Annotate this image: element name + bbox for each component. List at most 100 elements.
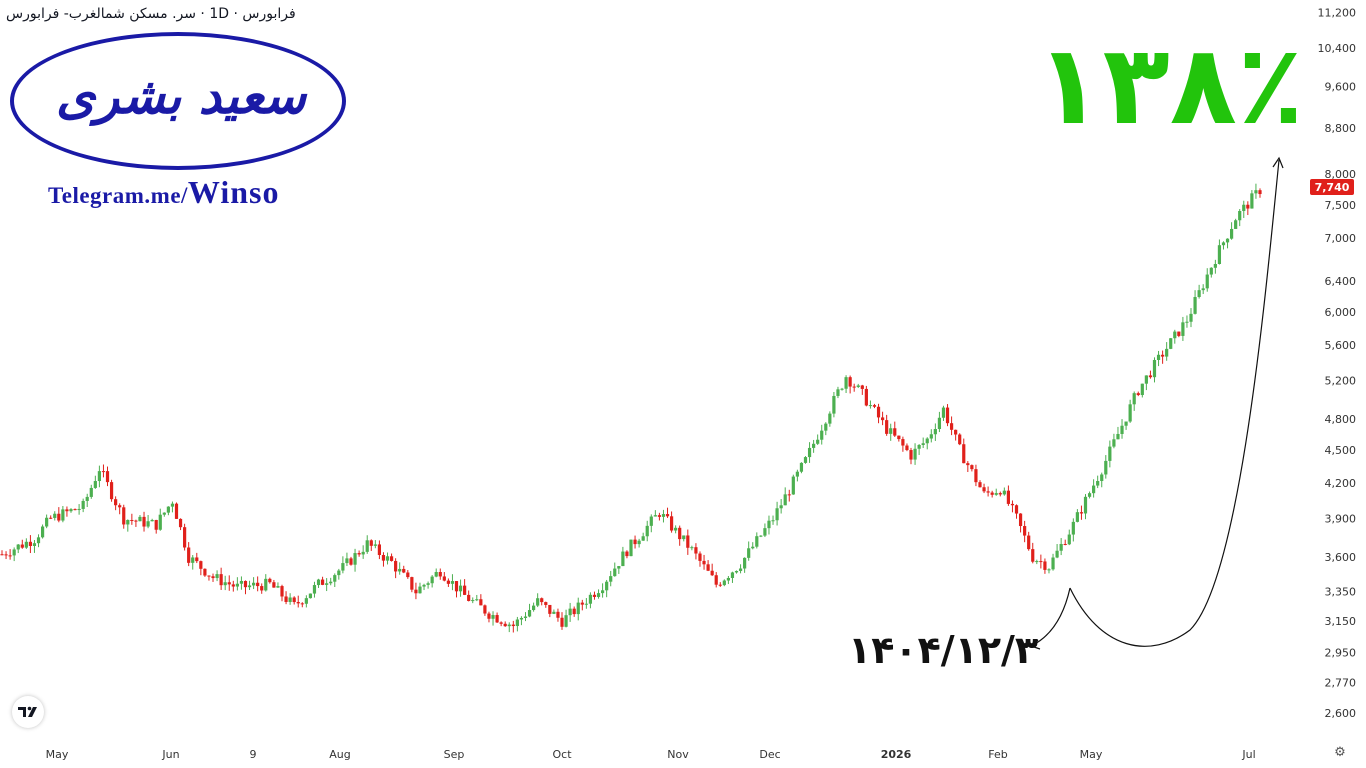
candle-body bbox=[791, 476, 795, 495]
candle-body bbox=[1002, 490, 1006, 495]
candle-body bbox=[941, 407, 946, 418]
candle-body bbox=[937, 417, 942, 430]
candle-body bbox=[779, 505, 783, 509]
x-tick-label: Sep bbox=[444, 748, 465, 761]
curve-arrow-to-peak bbox=[1069, 159, 1280, 647]
candle-body bbox=[118, 505, 122, 508]
candle-body bbox=[921, 443, 925, 445]
candle-body bbox=[730, 572, 735, 578]
candle-body bbox=[381, 554, 386, 561]
candle-body bbox=[1234, 220, 1238, 229]
candle-body bbox=[109, 482, 114, 500]
y-tick-label: 9,600 bbox=[1325, 80, 1357, 93]
candle-body bbox=[1014, 505, 1019, 514]
chart-title: فرابورس · 1D · سر. مسکن شمالغرب- فرابورس bbox=[6, 6, 296, 22]
candle-body bbox=[678, 527, 682, 540]
candle-body bbox=[122, 507, 126, 525]
candle-body bbox=[576, 602, 580, 615]
telegram-link[interactable]: Telegram.me/Winso bbox=[48, 174, 279, 211]
candle-body bbox=[1087, 493, 1092, 497]
candle-body bbox=[446, 580, 450, 584]
candle-body bbox=[556, 611, 560, 618]
candle-body bbox=[40, 526, 45, 538]
candle-body bbox=[1059, 543, 1063, 551]
candle-body bbox=[649, 516, 653, 526]
candle-body bbox=[840, 388, 844, 390]
candle-body bbox=[909, 450, 913, 460]
candle-body bbox=[625, 551, 629, 557]
candle-body bbox=[272, 582, 276, 588]
candle-body bbox=[734, 570, 739, 573]
candle-body bbox=[641, 536, 645, 541]
x-tick-label: 2026 bbox=[881, 748, 912, 761]
candle-body bbox=[1096, 481, 1100, 486]
candle-body bbox=[954, 429, 958, 435]
candle-body bbox=[848, 377, 852, 387]
candle-body bbox=[53, 513, 57, 518]
candle-body bbox=[1205, 274, 1209, 289]
candle-body bbox=[994, 493, 998, 495]
candle-body bbox=[613, 568, 617, 577]
candle-body bbox=[1116, 433, 1120, 440]
candle-body bbox=[710, 570, 714, 576]
candle-body bbox=[1258, 190, 1262, 195]
candle-body bbox=[308, 593, 313, 599]
candle-body bbox=[252, 582, 256, 586]
candle-body bbox=[1238, 210, 1242, 221]
candle-body bbox=[527, 610, 532, 617]
candle-body bbox=[917, 444, 921, 449]
candle-body bbox=[933, 429, 937, 435]
candle-body bbox=[1083, 496, 1088, 514]
candle-body bbox=[467, 594, 471, 601]
candle-body bbox=[962, 444, 966, 464]
gear-icon[interactable]: ⚙ bbox=[1334, 745, 1346, 760]
candle-body bbox=[1140, 383, 1144, 396]
y-axis[interactable]: 2,600 2,770 2,950 3,150 3,350 3,600 3,900 4,200… bbox=[1318, 6, 1357, 720]
candle-body bbox=[820, 430, 824, 440]
candle-body bbox=[398, 568, 402, 572]
candle-body bbox=[905, 445, 909, 451]
candle-body bbox=[1039, 561, 1043, 563]
y-tick-label: 5,200 bbox=[1325, 375, 1357, 388]
candle-body bbox=[195, 557, 199, 562]
x-tick-label: Dec bbox=[759, 748, 780, 761]
tradingview-logo-icon[interactable] bbox=[12, 696, 44, 728]
candle-body bbox=[146, 521, 150, 527]
candle-body bbox=[138, 516, 142, 522]
candle-body bbox=[747, 548, 751, 558]
candle-body bbox=[621, 551, 625, 567]
y-tick-label: 8,000 bbox=[1325, 168, 1357, 181]
candle-body bbox=[1156, 354, 1161, 360]
candle-body bbox=[422, 584, 426, 587]
candle-body bbox=[12, 549, 16, 556]
candle-body bbox=[377, 544, 381, 555]
candle-body bbox=[1152, 359, 1157, 378]
candle-body bbox=[807, 447, 812, 458]
candle-body bbox=[1027, 535, 1031, 550]
x-axis[interactable]: May Jun 9 Aug Sep Oct Nov Dec 2026 Feb May Jul bbox=[46, 748, 1256, 761]
candle-body bbox=[868, 405, 873, 407]
candle-body bbox=[1071, 521, 1075, 535]
candle-body bbox=[982, 487, 986, 492]
x-tick-label: May bbox=[1080, 748, 1103, 761]
candle-body bbox=[434, 572, 438, 577]
candle-body bbox=[81, 500, 85, 509]
candle-body bbox=[1189, 313, 1193, 322]
candle-body bbox=[1051, 557, 1055, 570]
candle-body bbox=[519, 617, 524, 620]
candle-body bbox=[714, 575, 718, 585]
candle-body bbox=[690, 547, 694, 549]
candle-body bbox=[150, 519, 154, 522]
candle-body bbox=[511, 624, 515, 627]
candle-body bbox=[1213, 263, 1217, 268]
x-tick-label: 9 bbox=[250, 748, 257, 761]
candle-body bbox=[759, 535, 763, 537]
arrowhead-date bbox=[1029, 639, 1041, 650]
y-tick-label: 3,900 bbox=[1325, 513, 1357, 526]
candle-body bbox=[564, 615, 568, 627]
candle-body bbox=[316, 579, 321, 586]
candle-body bbox=[507, 624, 511, 627]
candle-body bbox=[738, 568, 743, 571]
candle-body bbox=[487, 613, 491, 619]
